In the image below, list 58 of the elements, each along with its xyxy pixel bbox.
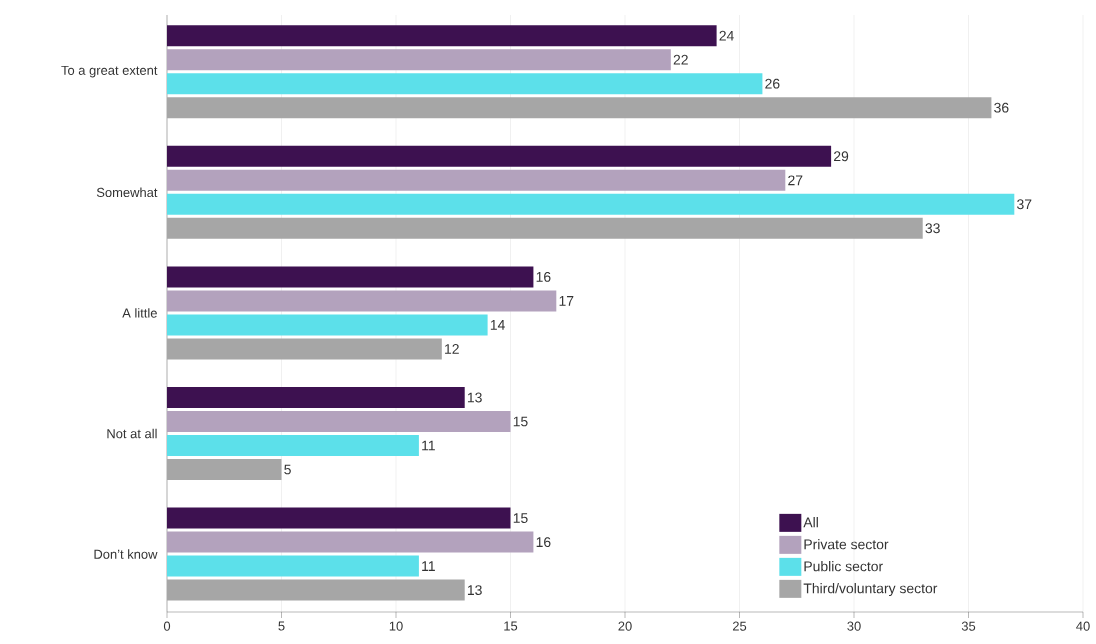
data-label: 17 bbox=[559, 296, 574, 306]
legend-label: Third/voluntary sector bbox=[803, 583, 938, 597]
data-label: 14 bbox=[490, 320, 505, 330]
data-label: 33 bbox=[925, 223, 940, 234]
data-label: 13 bbox=[467, 585, 482, 596]
bar bbox=[167, 193, 1015, 215]
legend-label: Public sector bbox=[804, 561, 883, 572]
x-tick-label: 15 bbox=[504, 621, 518, 631]
y-tick-label: Don’t know bbox=[94, 549, 158, 559]
x-tick-label: 20 bbox=[618, 621, 632, 631]
data-label: 22 bbox=[673, 54, 688, 65]
bar bbox=[167, 338, 442, 360]
bar bbox=[167, 507, 511, 529]
y-tick-label: To a great extent bbox=[61, 65, 158, 78]
x-tick-label: 40 bbox=[1076, 621, 1090, 631]
data-label: 24 bbox=[719, 30, 734, 41]
bar bbox=[167, 290, 557, 312]
data-label: 11 bbox=[422, 440, 435, 451]
bar bbox=[167, 314, 488, 336]
bar bbox=[167, 435, 419, 456]
data-label: 11 bbox=[422, 561, 435, 571]
x-tick-label: 25 bbox=[732, 621, 747, 631]
bar bbox=[167, 555, 419, 577]
data-label: 15 bbox=[513, 513, 528, 523]
data-label: 16 bbox=[536, 537, 551, 548]
x-tick-label: 10 bbox=[389, 621, 403, 631]
bar bbox=[167, 49, 671, 71]
bar bbox=[167, 97, 992, 119]
data-label: 15 bbox=[513, 416, 528, 427]
x-tick-label: 35 bbox=[961, 621, 976, 631]
data-label: 26 bbox=[765, 78, 780, 89]
data-label: 16 bbox=[536, 271, 551, 282]
y-tick-label: Somewhat bbox=[96, 187, 158, 198]
legend-label: Private sector bbox=[804, 539, 889, 550]
bar bbox=[167, 145, 832, 167]
data-label: 37 bbox=[1017, 199, 1032, 210]
bar bbox=[167, 411, 511, 432]
legend-label: All bbox=[803, 517, 818, 528]
data-label: 27 bbox=[788, 175, 803, 186]
x-tick-label: 30 bbox=[847, 621, 861, 631]
bar bbox=[167, 387, 465, 408]
bar bbox=[167, 579, 465, 601]
bar bbox=[167, 25, 717, 47]
y-tick-label: A little bbox=[122, 308, 157, 318]
bar bbox=[167, 169, 786, 191]
data-label: 36 bbox=[994, 102, 1009, 113]
bar bbox=[167, 73, 763, 95]
x-tick-label: 0 bbox=[163, 621, 171, 631]
bar bbox=[167, 217, 923, 239]
bar bbox=[167, 266, 534, 288]
bar bbox=[167, 459, 282, 480]
data-label: 5 bbox=[284, 464, 291, 475]
x-tick-label: 5 bbox=[278, 621, 285, 631]
y-tick-label: Not at all bbox=[107, 428, 157, 439]
bar bbox=[167, 531, 534, 553]
data-label: 12 bbox=[445, 344, 459, 354]
data-label: 13 bbox=[467, 392, 482, 403]
data-label: 29 bbox=[834, 151, 849, 162]
